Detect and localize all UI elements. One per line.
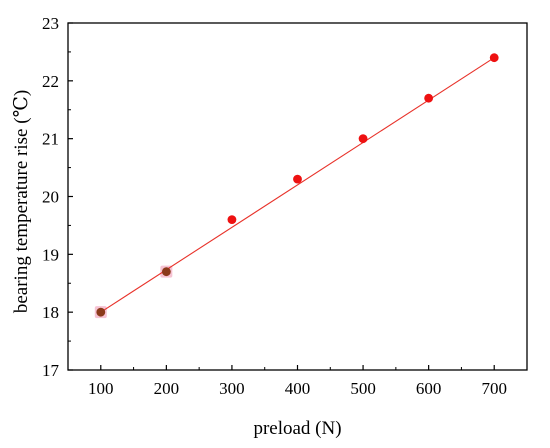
x-tick-label: 100 [88,379,114,398]
data-point [489,53,499,63]
data-points [96,53,499,317]
plot-border [67,22,528,371]
x-tick-label: 500 [350,379,376,398]
x-tick-label: 300 [219,379,245,398]
data-point [424,93,434,103]
x-tick-label: 400 [285,379,311,398]
y-axis-ticks: 17 18 19 20 21 22 23 [42,14,73,380]
data-point [96,307,106,317]
y-tick-label: 17 [42,361,60,380]
fit-line-group [100,57,495,313]
x-axis-ticks: 100 200 300 400 500 600 700 [67,365,528,398]
x-tick-label: 200 [154,379,180,398]
data-point [358,134,368,144]
x-tick-label: 700 [481,379,507,398]
x-tick-label: 600 [416,379,442,398]
data-point [293,174,302,184]
fit-line [100,57,495,313]
y-tick-label: 21 [42,130,59,149]
data-point [161,267,171,277]
y-tick-label: 23 [42,14,59,33]
y-tick-label: 19 [42,245,59,264]
y-tick-label: 18 [42,303,59,322]
plot-frame [67,22,528,371]
data-point [227,215,237,225]
y-tick-label: 20 [42,188,59,207]
y-tick-label: 22 [42,72,59,91]
y-axis-title: bearing temperature rise (℃) [11,90,32,313]
x-axis-title: preload (N) [253,418,341,439]
